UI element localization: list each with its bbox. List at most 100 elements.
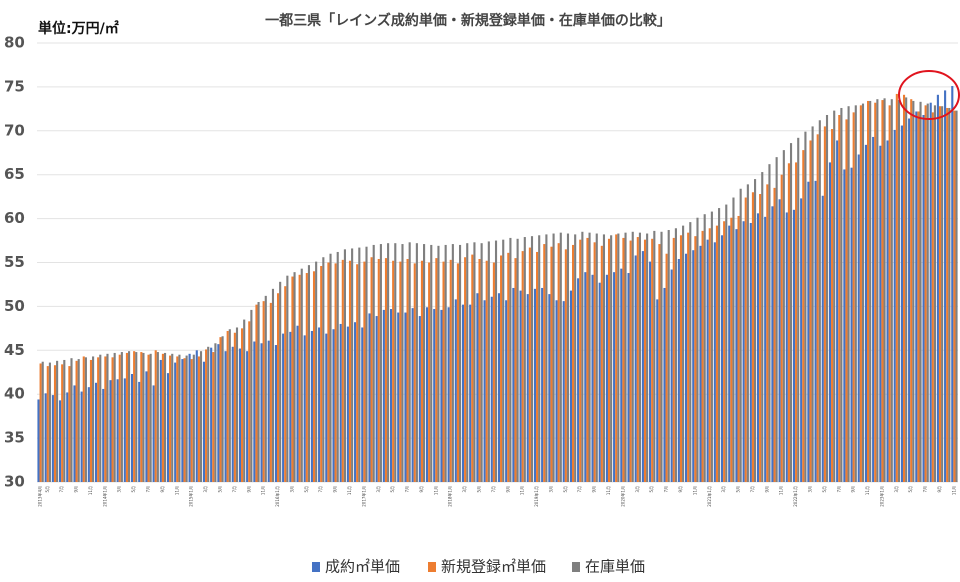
- bar: [564, 249, 567, 482]
- x-tick-label: 3月: [807, 486, 812, 493]
- bar: [605, 274, 608, 482]
- bar: [785, 212, 788, 483]
- bar: [828, 162, 832, 482]
- bar: [629, 240, 632, 482]
- bar: [699, 245, 702, 482]
- bar: [792, 209, 796, 482]
- bar: [188, 353, 191, 482]
- x-tick-label: 3月: [548, 486, 553, 493]
- x-tick-label: 2021年1月: [706, 486, 712, 507]
- bar: [953, 110, 956, 482]
- bar: [636, 237, 639, 482]
- bar: [559, 232, 562, 482]
- bar: [514, 258, 517, 482]
- bar: [348, 260, 352, 482]
- bar: [543, 244, 546, 482]
- bar: [739, 188, 742, 483]
- bar: [773, 187, 776, 482]
- bar: [593, 242, 596, 482]
- bar: [847, 106, 850, 482]
- bar: [73, 385, 76, 482]
- y-tick-label: 50: [4, 297, 25, 315]
- x-tick-label: 9月: [74, 486, 79, 493]
- x-tick-label: 3月: [203, 486, 208, 493]
- bar: [897, 100, 901, 482]
- bar: [869, 100, 872, 482]
- bar: [521, 251, 524, 482]
- bar: [579, 239, 582, 482]
- bar: [423, 244, 426, 482]
- bar: [516, 238, 519, 482]
- bar: [296, 325, 299, 482]
- bar: [219, 337, 222, 482]
- x-tick-label: 5月: [477, 486, 482, 493]
- bar: [217, 344, 220, 482]
- x-tick-label: 5月: [131, 486, 136, 493]
- legend-swatch: [428, 562, 436, 572]
- bar: [818, 120, 821, 482]
- bar: [75, 360, 78, 482]
- bar: [142, 352, 145, 482]
- bar: [104, 356, 107, 482]
- bar: [51, 395, 54, 482]
- x-tick-label: 2022年1月: [792, 486, 798, 507]
- bar: [300, 268, 303, 482]
- x-tick-label: 9月: [160, 486, 165, 493]
- bar: [552, 233, 555, 482]
- bar: [802, 150, 805, 482]
- bar: [437, 245, 440, 482]
- bar: [248, 321, 251, 482]
- bar: [291, 276, 294, 482]
- bar: [931, 112, 934, 482]
- bar: [696, 217, 699, 483]
- bar: [298, 274, 301, 482]
- y-tick-label: 35: [4, 429, 25, 447]
- bar: [135, 352, 138, 482]
- bar: [169, 355, 172, 482]
- bar: [118, 354, 121, 482]
- bar: [178, 354, 181, 482]
- bar: [444, 244, 447, 482]
- x-tick-label: 2013年4月: [37, 486, 43, 507]
- bar: [557, 243, 560, 482]
- bar: [464, 257, 467, 482]
- bar: [754, 179, 757, 482]
- bar: [255, 304, 258, 482]
- bar: [466, 243, 469, 482]
- bar: [176, 356, 179, 482]
- bar: [530, 236, 534, 482]
- bar: [289, 331, 292, 482]
- bar: [128, 351, 131, 482]
- bar: [548, 294, 551, 482]
- bar: [807, 181, 810, 482]
- bar: [37, 399, 40, 482]
- x-tick-label: 7月: [664, 486, 669, 493]
- bar: [377, 258, 380, 482]
- x-tick-label: 2019年1月: [533, 486, 539, 507]
- bar: [732, 197, 735, 482]
- y-tick-label: 65: [4, 165, 25, 183]
- bar: [392, 260, 395, 482]
- x-tick-label: 2014年1月: [101, 486, 107, 507]
- bar: [458, 244, 462, 482]
- x-tick-label: 7月: [59, 486, 64, 493]
- bar: [610, 235, 613, 482]
- x-tick-label: 5月: [304, 486, 309, 493]
- x-tick-label: 3月: [376, 486, 381, 493]
- bar: [687, 232, 690, 482]
- bar: [250, 309, 253, 482]
- bar: [181, 359, 184, 482]
- bar: [70, 358, 73, 482]
- bar: [420, 260, 424, 482]
- bar: [744, 197, 747, 482]
- bar: [572, 244, 575, 482]
- bar: [233, 332, 236, 482]
- bar: [656, 299, 659, 482]
- bar: [140, 352, 143, 482]
- bar: [941, 106, 944, 482]
- x-tick-label: 9月: [937, 486, 942, 493]
- bar: [766, 184, 769, 482]
- bar: [339, 323, 342, 482]
- bar: [133, 351, 136, 482]
- x-tick-label: 5月: [649, 486, 654, 493]
